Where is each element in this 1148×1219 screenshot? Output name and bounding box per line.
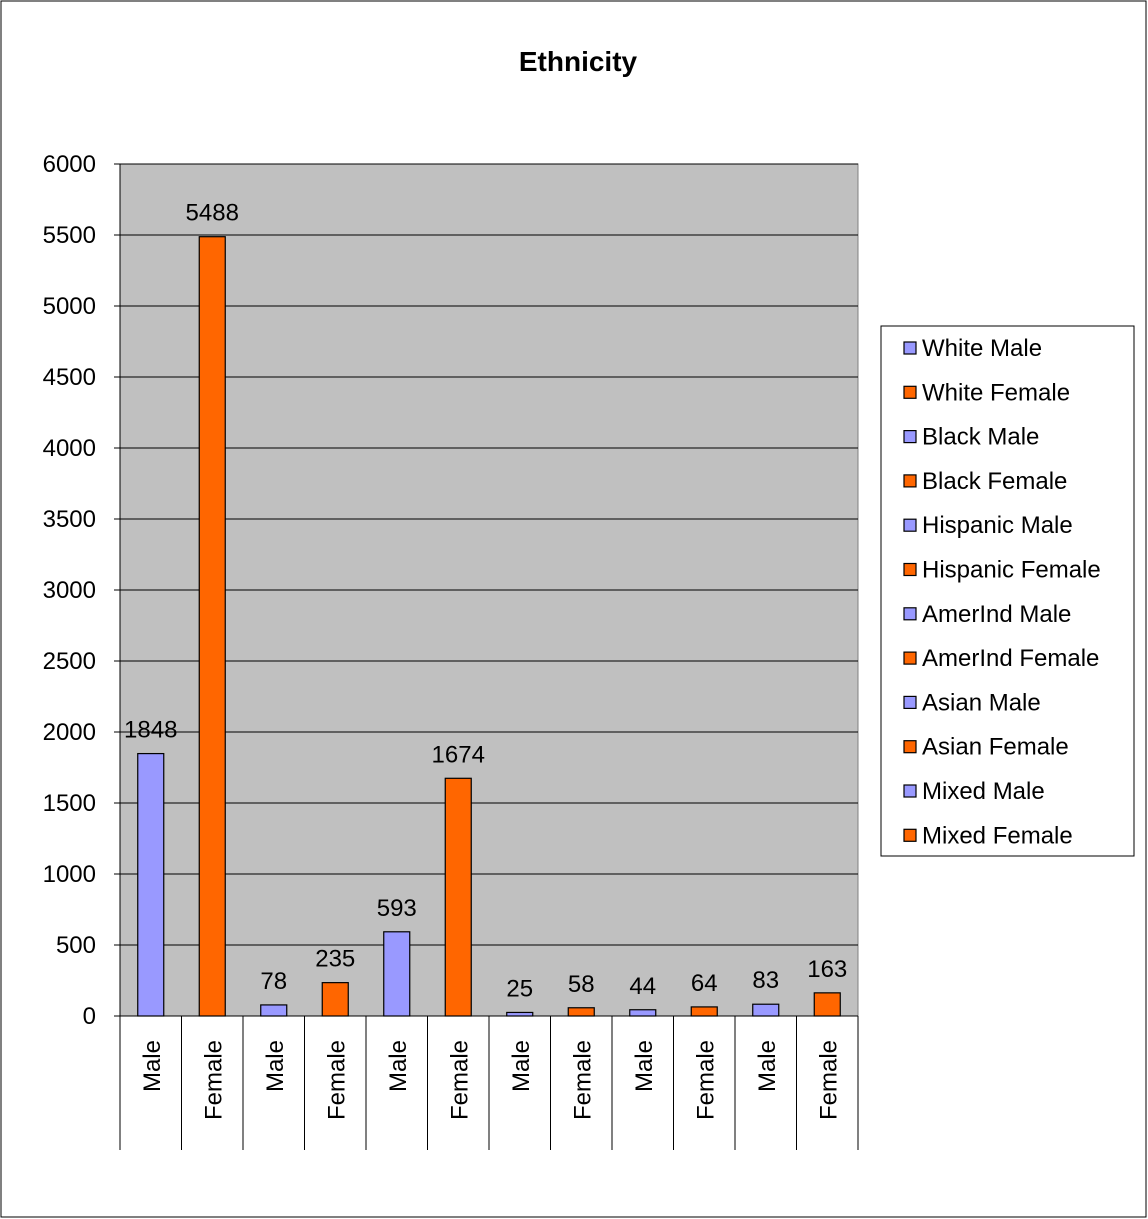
legend-label: White Female (922, 379, 1070, 406)
data-label: 235 (315, 946, 355, 973)
y-tick-label: 500 (56, 932, 96, 959)
x-tick-label: Female (446, 1040, 473, 1120)
legend-label: Mixed Female (922, 822, 1073, 849)
legend-label: Mixed Male (922, 778, 1045, 805)
legend-swatch (903, 695, 917, 710)
y-tick-label: 2500 (43, 648, 96, 675)
bar-white-female (198, 236, 226, 1017)
y-tick-label: 5500 (43, 222, 96, 249)
x-tick-label: Male (631, 1040, 658, 1092)
legend-swatch (903, 518, 917, 532)
legend-swatch (903, 562, 917, 577)
legend-swatch (903, 341, 917, 355)
legend-swatch (903, 828, 917, 842)
y-tick-label: 3000 (43, 577, 96, 604)
y-tick-label: 6000 (43, 151, 96, 178)
bar-black-female (321, 982, 349, 1017)
data-label: 163 (807, 956, 847, 983)
legend-label: Black Female (922, 468, 1067, 495)
y-tick-label: 3500 (43, 506, 96, 533)
legend-label: White Male (922, 335, 1042, 362)
bar-black-male (260, 1004, 288, 1017)
y-tick-label: 4000 (43, 435, 96, 462)
bar-amerind-male (506, 1011, 534, 1017)
legend-label: AmerInd Female (922, 645, 1099, 672)
legend-swatch (903, 740, 917, 754)
legend-label: Black Male (922, 424, 1039, 451)
legend-label: Hispanic Female (922, 557, 1101, 584)
legend-label: Asian Female (922, 734, 1069, 761)
legend-label: Asian Male (922, 689, 1041, 716)
bar-asian-female (690, 1006, 718, 1017)
x-tick-label: Female (569, 1040, 596, 1120)
chart-title: Ethnicity (519, 46, 638, 77)
x-tick-label: Male (262, 1040, 289, 1092)
data-label: 58 (568, 971, 595, 998)
bar-mixed-male (752, 1003, 780, 1017)
y-tick-label: 1000 (43, 861, 96, 888)
y-tick-label: 1500 (43, 790, 96, 817)
x-tick-label: Female (815, 1040, 842, 1120)
plot-area: 0 500 1000 1500 2000 2500 3000 3500 4000 4500 5000… (43, 151, 859, 1150)
data-label: 78 (260, 968, 287, 995)
y-tick-label: 5000 (43, 293, 96, 320)
data-label: 1674 (432, 741, 485, 768)
x-tick-label: Female (200, 1040, 227, 1120)
data-label: 25 (506, 975, 533, 1002)
bar-amerind-female (567, 1007, 595, 1017)
bar-hispanic-male (383, 931, 411, 1017)
legend-swatch (903, 385, 917, 399)
legend-label: Hispanic Male (922, 512, 1073, 539)
data-label: 64 (691, 970, 718, 997)
bar-mixed-female (813, 992, 841, 1017)
bar-asian-male (629, 1009, 657, 1017)
x-tick-label: Female (323, 1040, 350, 1120)
legend-label: AmerInd Male (922, 601, 1071, 628)
legend-swatch (903, 651, 917, 665)
bar-hispanic-female (444, 777, 472, 1017)
y-tick-label: 4500 (43, 364, 96, 391)
x-tick-label: Male (754, 1040, 781, 1092)
legend-swatch (903, 474, 917, 488)
data-label: 593 (377, 895, 417, 922)
data-label: 83 (752, 967, 779, 994)
legend: White Male White Female Black Male Black Fe… (880, 325, 1135, 857)
y-tick-label: 2000 (43, 719, 96, 746)
x-tick-label: Male (385, 1040, 412, 1092)
data-label: 1848 (124, 717, 177, 744)
y-tick-label: 0 (83, 1003, 96, 1030)
data-label: 5488 (186, 200, 239, 227)
legend-swatch (903, 430, 917, 444)
x-tick-label: Male (139, 1040, 166, 1092)
bar-white-male (137, 752, 165, 1017)
legend-box (880, 325, 1135, 857)
legend-swatch (903, 607, 917, 621)
x-tick-label: Male (508, 1040, 535, 1092)
data-label: 44 (629, 973, 656, 1000)
legend-swatch (903, 784, 917, 798)
x-tick-label: Female (692, 1040, 719, 1120)
